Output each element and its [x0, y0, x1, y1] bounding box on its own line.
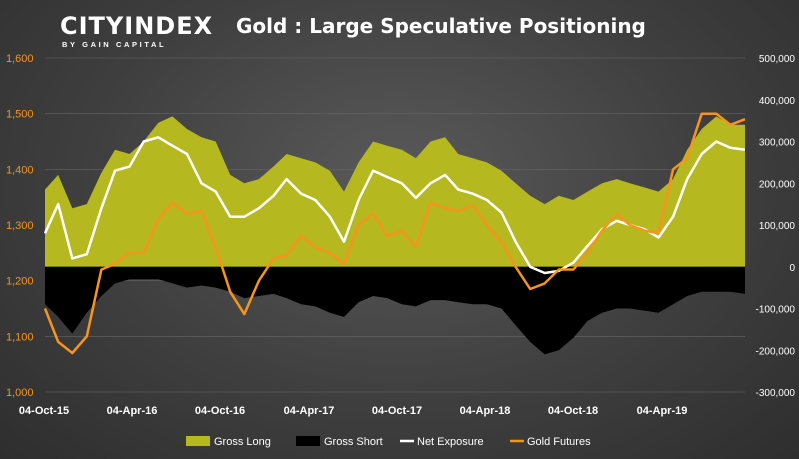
left-tick-label: 1,000: [6, 387, 34, 399]
right-tick-label: -100,000: [756, 305, 796, 316]
right-tick-label: -200,000: [756, 346, 796, 357]
area-series: [45, 116, 745, 355]
left-tick-label: 1,100: [6, 331, 34, 343]
legend-swatch: [186, 436, 210, 446]
gross-long-area: [45, 116, 745, 267]
line-series: [43, 112, 746, 355]
legend-swatch: [296, 436, 320, 446]
logo-wordmark: CITYINDEX: [60, 12, 214, 40]
right-tick-label: 300,000: [759, 138, 796, 149]
chart-title: Gold : Large Speculative Positioning: [236, 14, 646, 38]
x-tick-label: 04-Apr-16: [107, 405, 158, 417]
right-tick-label: 200,000: [759, 179, 796, 190]
x-axis-ticks: 04-Oct-15 04-Apr-16 04-Oct-16 04-Apr-17 04-O…: [19, 405, 687, 417]
x-tick-label: 04-Apr-17: [284, 405, 335, 417]
x-tick-label: 04-Oct-18: [548, 405, 598, 417]
right-tick-label: 100,000: [759, 221, 796, 232]
legend-label: Gross Long: [214, 436, 271, 448]
left-tick-label: 1,400: [6, 164, 34, 176]
right-axis-ticks: -300,000 -200,000 -100,000 0 100,000 200,000 3…: [756, 54, 796, 399]
left-tick-label: 1,300: [6, 220, 34, 232]
legend-label: Net Exposure: [417, 436, 484, 448]
x-tick-label: 04-Oct-17: [372, 405, 422, 417]
right-tick-label: -300,000: [756, 388, 796, 399]
legend-item-net-exposure: Net Exposure: [400, 436, 484, 448]
legend: Gross Long Gross Short Net Exposure Gold Fu…: [186, 436, 591, 448]
legend-item-gross-short: Gross Short: [296, 436, 383, 448]
city-index-logo: CITYINDEX BY GAIN CAPITAL: [60, 12, 212, 52]
legend-item-gross-long: Gross Long: [186, 436, 271, 448]
left-tick-label: 1,200: [6, 276, 34, 288]
legend-item-gold-futures: Gold Futures: [510, 436, 591, 448]
logo-tagline: BY GAIN CAPITAL: [62, 40, 167, 49]
left-tick-label: 1,600: [6, 53, 34, 65]
gross-short-area: [45, 266, 745, 355]
x-tick-label: 04-Apr-19: [637, 405, 688, 417]
left-tick-label: 1,500: [6, 109, 34, 121]
right-tick-label: 500,000: [759, 54, 796, 65]
x-tick-label: 04-Oct-15: [19, 405, 69, 417]
legend-label: Gold Futures: [527, 436, 591, 448]
x-tick-label: 04-Apr-18: [460, 405, 511, 417]
right-tick-label: 400,000: [759, 96, 796, 107]
right-tick-label: 0: [789, 263, 795, 274]
left-axis-ticks: 1,000 1,100 1,200 1,300 1,400 1,500 1,600: [6, 53, 34, 399]
gold-futures-line: [43, 112, 746, 355]
x-tick-label: 04-Oct-16: [195, 405, 245, 417]
legend-label: Gross Short: [324, 436, 383, 448]
